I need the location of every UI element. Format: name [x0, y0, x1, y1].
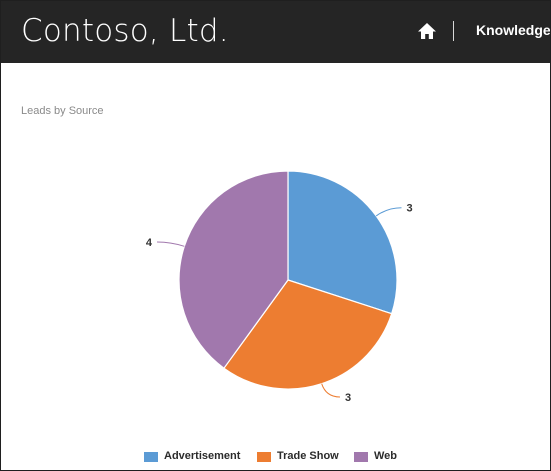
home-icon[interactable] — [417, 21, 437, 41]
legend-label: Web — [374, 450, 398, 462]
chart-title: Leads by Source — [21, 105, 104, 117]
pie-slice-advertisement[interactable] — [287, 170, 398, 315]
data-label-trade-show: 3 — [345, 392, 351, 404]
leader-line-web — [157, 241, 185, 247]
legend-label: Trade Show — [277, 450, 339, 462]
leader-line-advertisement — [375, 207, 402, 217]
legend-swatch — [354, 452, 368, 462]
legend-label: Advertisement — [164, 450, 241, 462]
brand-logo-text[interactable]: Contoso, Ltd. — [21, 13, 229, 49]
chart-legend: Advertisement Trade Show Web — [1, 450, 550, 464]
legend-swatch — [144, 452, 158, 462]
legend-swatch — [257, 452, 271, 462]
top-navigation-bar: Contoso, Ltd. Knowledge — [1, 1, 550, 63]
leader-line-trade-show — [321, 383, 341, 398]
data-label-web: 4 — [146, 237, 153, 249]
nav-link-knowledge[interactable]: Knowledge — [476, 22, 551, 38]
data-label-advertisement: 3 — [407, 203, 413, 215]
nav-divider — [453, 21, 454, 41]
